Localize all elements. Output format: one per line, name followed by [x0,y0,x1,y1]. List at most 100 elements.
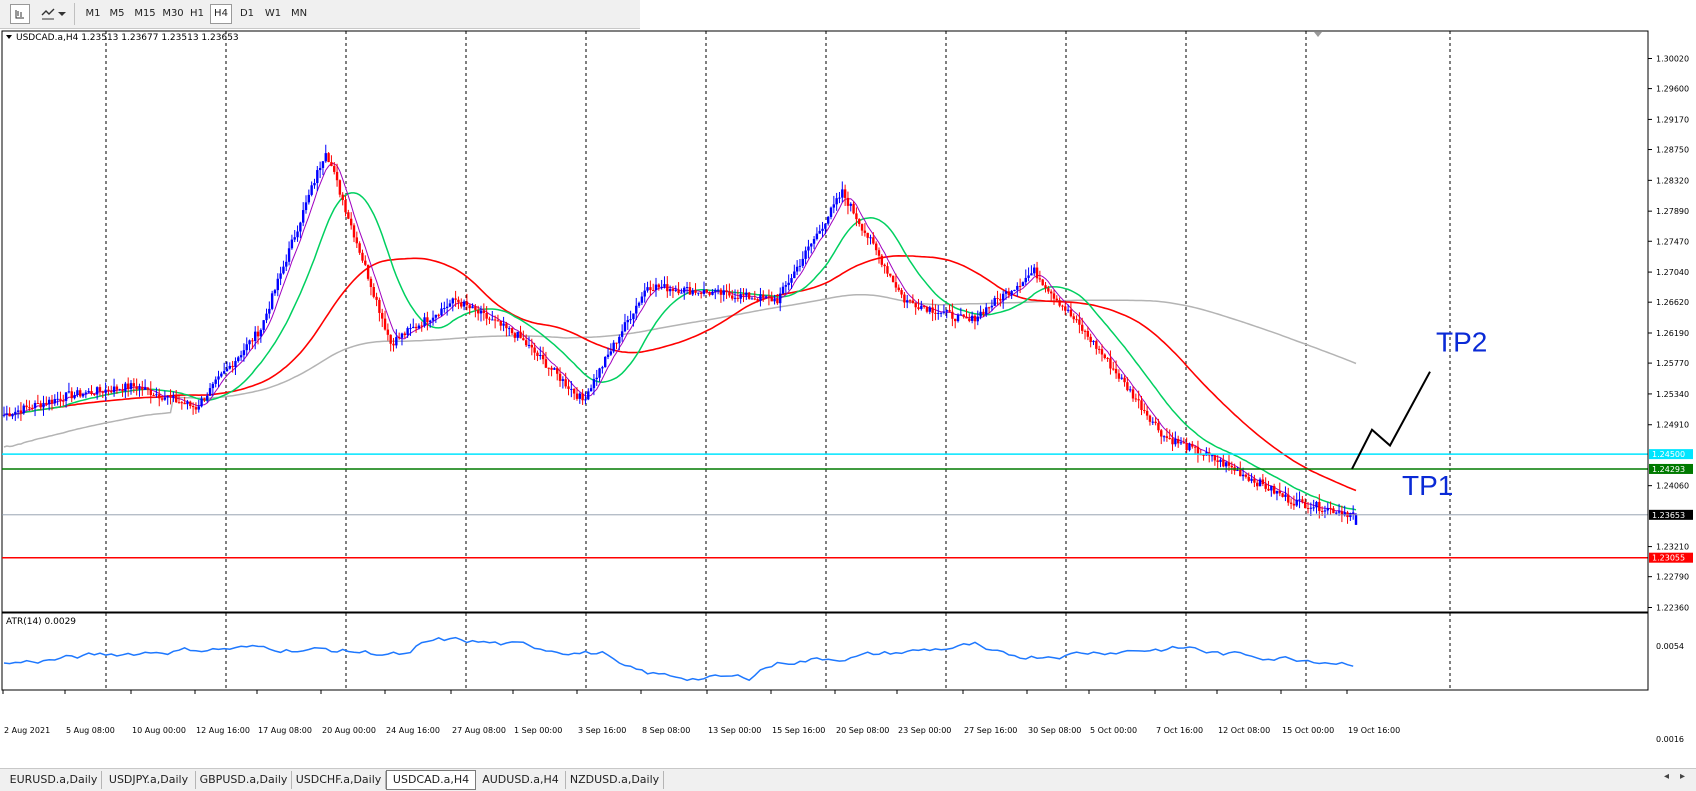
candle [1140,395,1143,416]
timeframe-d1[interactable]: D1 [239,8,255,19]
candle [237,355,240,363]
candle [296,225,299,242]
candle [959,307,963,316]
candle [1089,333,1092,348]
candle [1021,281,1025,287]
candle [505,321,508,337]
date-tick-label: 30 Sep 08:00 [1028,726,1081,735]
candle [674,285,677,293]
candle [558,367,562,387]
timeframe-w1[interactable]: W1 [264,8,282,19]
candle [488,316,491,324]
candle [1001,290,1005,309]
candle [601,365,604,374]
candle [722,285,725,302]
candle [1117,369,1121,382]
candle [172,391,175,403]
candle [1041,278,1044,286]
candle [327,152,330,163]
candle [177,395,181,404]
date-tick-label: 7 Oct 16:00 [1156,726,1203,735]
candle [423,312,426,328]
candle [635,297,638,321]
candle [891,275,895,283]
tab-usdchf-a-daily[interactable]: USDCHF.a,Daily [292,771,386,789]
chart-icon[interactable] [10,4,30,24]
candle [533,342,536,360]
candle [282,260,285,275]
chart-window[interactable]: 1.24500 1.24293 1.23653 1.23055 1.30020 1.29… [0,30,1696,748]
candle [16,405,20,419]
tab-scroll-right-icon[interactable]: ▸ [1680,771,1686,782]
candle [513,331,517,343]
candle [750,296,754,300]
candle [318,161,322,179]
candle [1272,483,1276,495]
candle [149,381,152,404]
candle [1270,485,1273,497]
candle [245,337,248,357]
date-tick-label: 23 Sep 00:00 [898,726,951,735]
tab-nzdusd-a-daily[interactable]: NZDUSD.a,Daily [566,771,664,789]
atr-tick-label: 0.0054 [1656,642,1684,651]
green-level-label: 1.24293 [1652,465,1685,474]
timeframe-h1[interactable]: H1 [190,8,204,19]
date-tick-label: 5 Aug 08:00 [66,726,115,735]
dropdown-arrow-icon[interactable] [56,4,68,24]
candle [770,291,773,302]
timeframe-m5[interactable]: M5 [109,8,125,19]
timeframe-m1[interactable]: M1 [85,8,101,19]
candle [925,305,929,314]
timeframe-m30[interactable]: M30 [162,8,184,19]
candle [1337,503,1341,516]
collapse-triangle-icon[interactable] [6,35,12,39]
date-tick-label: 27 Sep 16:00 [964,726,1017,735]
candle [53,394,57,406]
candle [646,281,649,293]
candle [1049,289,1053,302]
annotations: TP2 TP1 [1314,32,1487,501]
candle [1188,442,1191,452]
candle [321,161,325,176]
candle [2,406,6,418]
tab-audusd-a-h4[interactable]: AUDUSD.a,H4 [476,771,566,789]
tab-eurusd-a-daily[interactable]: EURUSD.a,Daily [6,771,102,789]
candle [604,356,607,368]
date-tick-label: 1 Sep 00:00 [514,726,562,735]
candle [1055,295,1059,303]
scroll-marker-icon[interactable] [1314,32,1322,37]
candle [118,388,121,391]
timeframe-mn[interactable]: MN [290,8,308,19]
candle [564,372,567,389]
tab-scroll-left-icon[interactable]: ◂ [1664,771,1670,782]
candle [1038,270,1042,283]
candle [8,407,11,417]
candle [1244,473,1248,479]
tab-gbpusd-a-daily[interactable]: GBPUSD.a,Daily [196,771,292,789]
candle [1326,502,1329,515]
candle [719,287,723,303]
candle [1018,278,1022,294]
candle [843,184,847,206]
candle [1154,417,1157,426]
candle [649,280,652,296]
candle [906,295,909,309]
tab-usdjpy-a-daily[interactable]: USDJPY.a,Daily [102,771,196,789]
candle [852,201,855,215]
timeframe-m15[interactable]: M15 [134,8,156,19]
candle [990,299,994,312]
candle [476,305,480,321]
line-tools-icon[interactable] [38,4,58,24]
candle [1066,304,1070,313]
candle [739,288,742,304]
timeframe-toolbar: M1 M5 M15 M30 H1 H4 D1 W1 MN [0,0,640,29]
candle [572,388,576,400]
ma-fast-line [3,162,1357,515]
candle [1351,505,1355,520]
candle [911,294,915,304]
candle [262,319,265,333]
tab-usdcad-a-h4[interactable]: USDCAD.a,H4 [386,770,476,790]
candle [716,285,720,295]
chart-canvas[interactable]: 1.24500 1.24293 1.23653 1.23055 1.30020 1.29… [0,30,1696,748]
timeframe-h4[interactable]: H4 [210,4,232,24]
